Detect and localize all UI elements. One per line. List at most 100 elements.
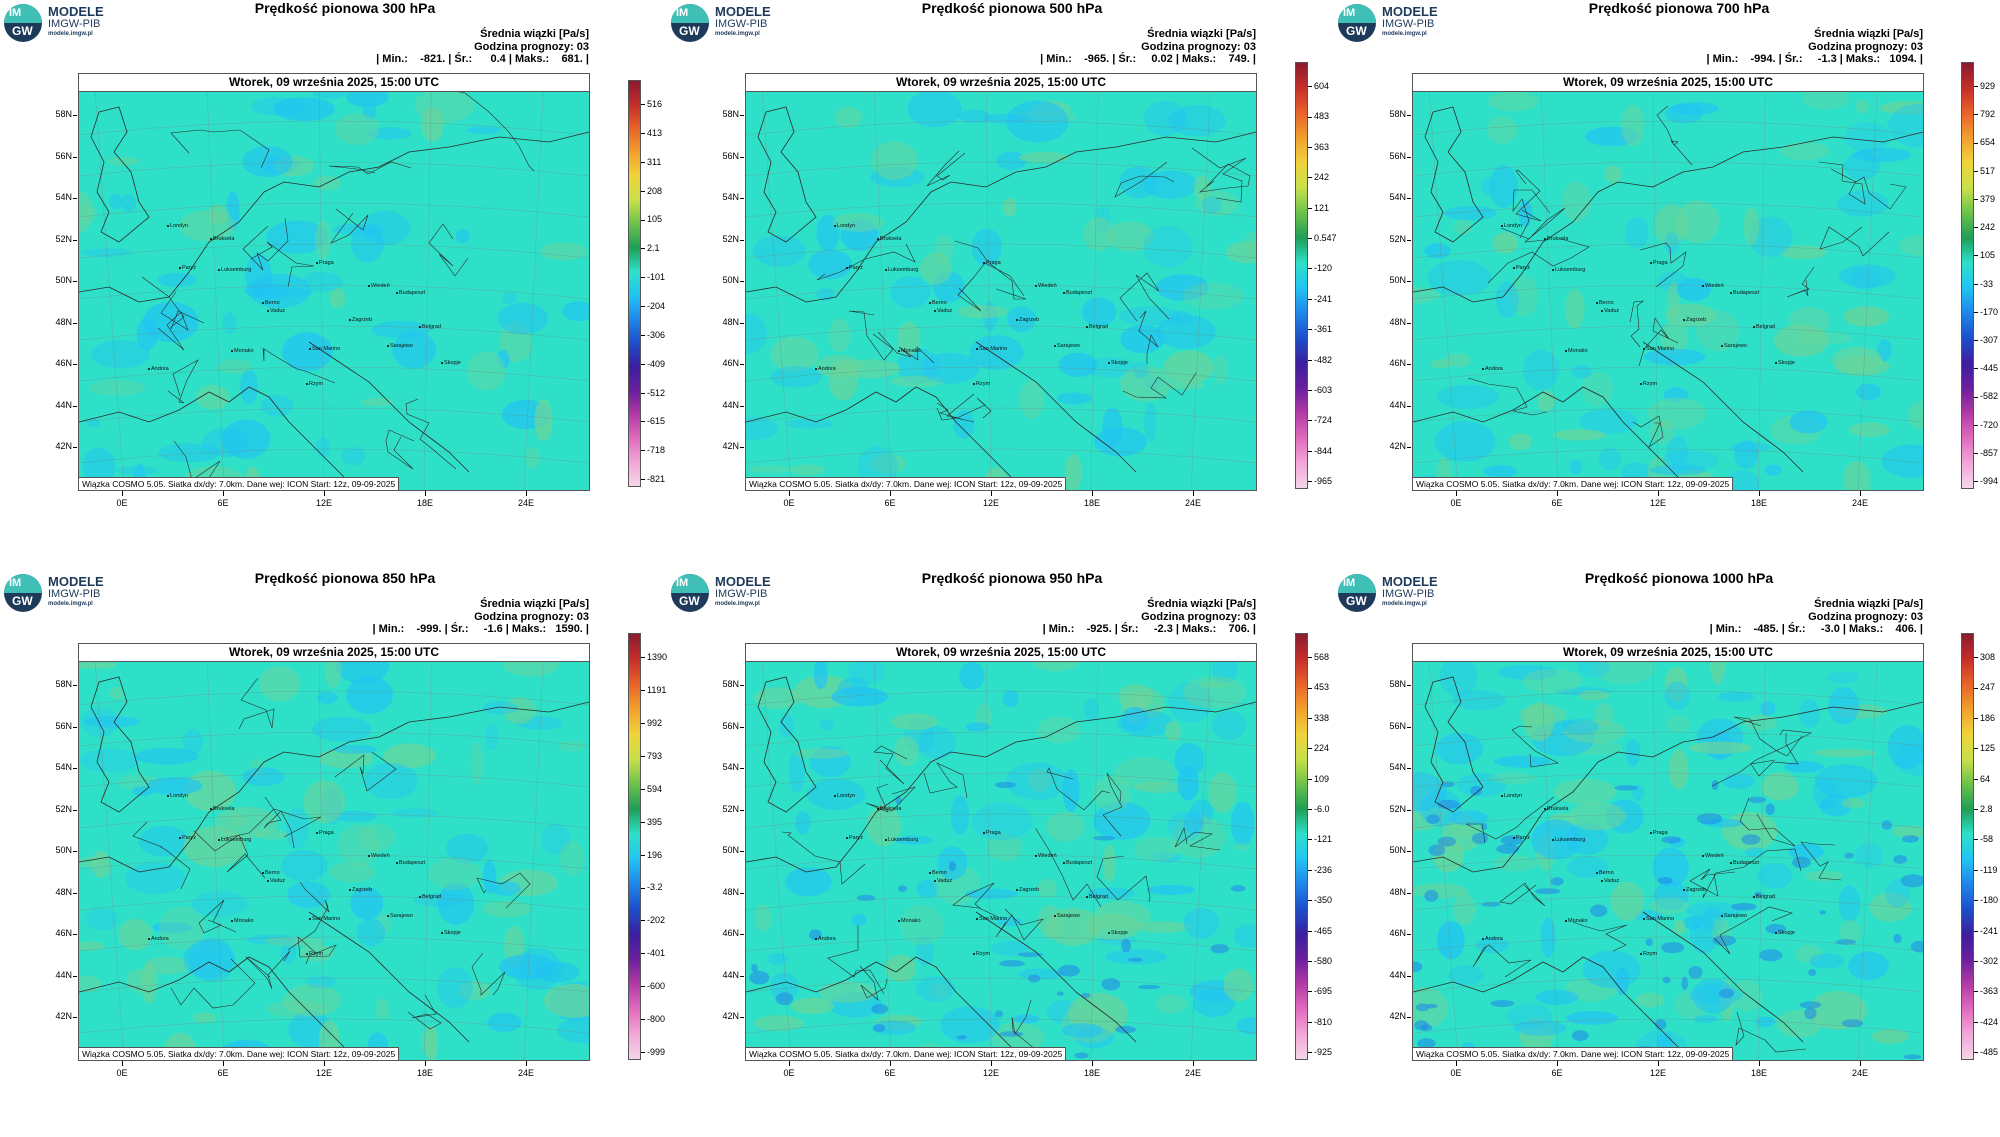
colorbar-tick: -724 bbox=[1308, 415, 1332, 425]
city-label: Andora bbox=[148, 936, 169, 942]
city-label: Londyn bbox=[1501, 793, 1522, 799]
map-area[interactable]: Wtorek, 09 września 2025, 15:00 UTC Londy… bbox=[78, 643, 590, 1061]
lat-label: 48N bbox=[40, 887, 77, 897]
city-label: Bruksela bbox=[210, 236, 234, 242]
lat-label: 44N bbox=[40, 970, 77, 980]
city-label: Luksemburg bbox=[885, 267, 918, 273]
city-label: Luksemburg bbox=[218, 837, 251, 843]
lon-label: 6E bbox=[1551, 1068, 1563, 1078]
city-label: Sarajewo bbox=[1054, 913, 1080, 919]
colorbar-tick: 247 bbox=[1974, 682, 1995, 692]
colorbar-tick: -241 bbox=[1974, 926, 1998, 936]
colorbar-tick: 338 bbox=[1308, 713, 1329, 723]
lat-label: 42N bbox=[40, 1011, 77, 1021]
city-label: Berno bbox=[1596, 300, 1614, 306]
lon-label: 0E bbox=[783, 1068, 795, 1078]
lat-label: 52N bbox=[1374, 804, 1411, 814]
imgw-logo-badge: IM GW bbox=[671, 574, 709, 612]
stats-line: | Min.: -999. | Śr.: -1.6 | Maks.: 1590.… bbox=[372, 623, 590, 635]
city-label: Rzym bbox=[306, 381, 323, 387]
lat-label: 50N bbox=[1374, 275, 1411, 285]
city-label: Sarajewo bbox=[1721, 913, 1747, 919]
colorbar-tick: 109 bbox=[1308, 774, 1329, 784]
lat-label: 58N bbox=[707, 679, 744, 689]
colorbar-tick: -302 bbox=[1974, 956, 1998, 966]
colorbar-tick: -603 bbox=[1308, 385, 1332, 395]
lon-tick bbox=[1193, 1061, 1194, 1066]
logo-url: modele.imgw.pl bbox=[715, 31, 760, 37]
lon-label: 18E bbox=[1083, 1068, 1100, 1078]
city-label: Bruksela bbox=[1544, 236, 1568, 242]
city-label: Belgrad bbox=[1086, 894, 1108, 900]
lat-label: 42N bbox=[1374, 441, 1411, 451]
logo-org: IMGW-PIB bbox=[1382, 18, 1435, 30]
colorbar-tick: -101 bbox=[641, 272, 665, 282]
map-area[interactable]: Wtorek, 09 września 2025, 15:00 UTC Londy… bbox=[745, 73, 1257, 491]
city-label: Rzym bbox=[973, 381, 990, 387]
imgw-logo: IM GW MODELE IMGW-PIB modele.imgw.pl bbox=[669, 2, 789, 42]
lon-tick bbox=[1092, 1061, 1093, 1066]
panel-info: Średnia wiązki [Pa/s] Godzina prognozy: 0… bbox=[1043, 598, 1256, 636]
city-label: Praga bbox=[1650, 830, 1668, 836]
colorbar-tick: 105 bbox=[1974, 250, 1995, 260]
city-label: Monako bbox=[1565, 348, 1588, 354]
lat-label: 52N bbox=[707, 804, 744, 814]
mean-label: Średnia wiązki [Pa/s] bbox=[480, 28, 589, 40]
lat-label: 56N bbox=[707, 721, 744, 731]
map-footer: Wiązka COSMO 5.05. Siatka dx/dy: 7.0km. … bbox=[79, 477, 400, 490]
city-label: Monako bbox=[1565, 918, 1588, 924]
city-label: Praga bbox=[316, 830, 334, 836]
lat-label: 52N bbox=[707, 234, 744, 244]
colorbar-tick: -424 bbox=[1974, 1017, 1998, 1027]
city-label: San Marino bbox=[309, 346, 340, 352]
lat-label: 58N bbox=[707, 109, 744, 119]
city-label: Londyn bbox=[834, 793, 855, 799]
lon-tick bbox=[122, 491, 123, 496]
lon-tick bbox=[991, 1061, 992, 1066]
vertical-velocity-field bbox=[79, 92, 589, 490]
city-label: Sarajewo bbox=[1054, 343, 1080, 349]
city-label: Zagrzeb bbox=[1683, 887, 1706, 893]
date-header: Wtorek, 09 września 2025, 15:00 UTC bbox=[1413, 74, 1923, 92]
lon-tick bbox=[1193, 491, 1194, 496]
lon-tick bbox=[122, 1061, 123, 1066]
lon-label: 12E bbox=[982, 1068, 999, 1078]
forecast-panel: IM GW MODELE IMGW-PIB modele.imgw.pl Prędkość… bbox=[667, 570, 1334, 1130]
city-label: Wiedeń bbox=[368, 283, 390, 289]
colorbar-tick: 196 bbox=[641, 850, 662, 860]
map-area[interactable]: Wtorek, 09 września 2025, 15:00 UTC Londy… bbox=[745, 643, 1257, 1061]
colorbar-tick: 311 bbox=[641, 157, 661, 167]
city-label: Paryż bbox=[1513, 265, 1530, 271]
colorbar-tick: 125 bbox=[1974, 743, 1995, 753]
city-label: Belgrad bbox=[1753, 894, 1775, 900]
logo-org: IMGW-PIB bbox=[715, 18, 768, 30]
map-area[interactable]: Wtorek, 09 września 2025, 15:00 UTC Londy… bbox=[1412, 643, 1924, 1061]
lat-label: 50N bbox=[1374, 845, 1411, 855]
lat-label: 58N bbox=[1374, 679, 1411, 689]
lon-label: 6E bbox=[884, 498, 896, 508]
lat-label: 48N bbox=[707, 317, 744, 327]
city-label: Paryż bbox=[846, 265, 863, 271]
forecast-hour: Godzina prognozy: 03 bbox=[1141, 610, 1256, 623]
colorbar-tick: -810 bbox=[1308, 1017, 1332, 1027]
map-area[interactable]: Wtorek, 09 września 2025, 15:00 UTC Londy… bbox=[78, 73, 590, 491]
city-label: Paryż bbox=[179, 835, 196, 841]
colorbar-tick: -580 bbox=[1308, 956, 1332, 966]
city-label: Praga bbox=[983, 830, 1001, 836]
lat-label: 46N bbox=[40, 928, 77, 938]
city-label: Paryż bbox=[179, 265, 196, 271]
map-area[interactable]: Wtorek, 09 września 2025, 15:00 UTC Londy… bbox=[1412, 73, 1924, 491]
lat-label: 46N bbox=[707, 928, 744, 938]
colorbar-tick: -925 bbox=[1308, 1047, 1332, 1057]
lat-label: 50N bbox=[707, 845, 744, 855]
colorbar-tick: -800 bbox=[641, 1014, 665, 1024]
colorbar-tick: 363 bbox=[1308, 142, 1329, 152]
colorbar-tick: 208 bbox=[641, 186, 662, 196]
lon-label: 24E bbox=[1851, 1068, 1868, 1078]
colorbar-tick: -241 bbox=[1308, 294, 1332, 304]
lat-label: 56N bbox=[1374, 721, 1411, 731]
colorbar-tick: 242 bbox=[1308, 172, 1329, 182]
colorbar-tick: 568 bbox=[1308, 652, 1329, 662]
lat-label: 46N bbox=[1374, 358, 1411, 368]
forecast-hour: Godzina prognozy: 03 bbox=[1808, 610, 1923, 623]
